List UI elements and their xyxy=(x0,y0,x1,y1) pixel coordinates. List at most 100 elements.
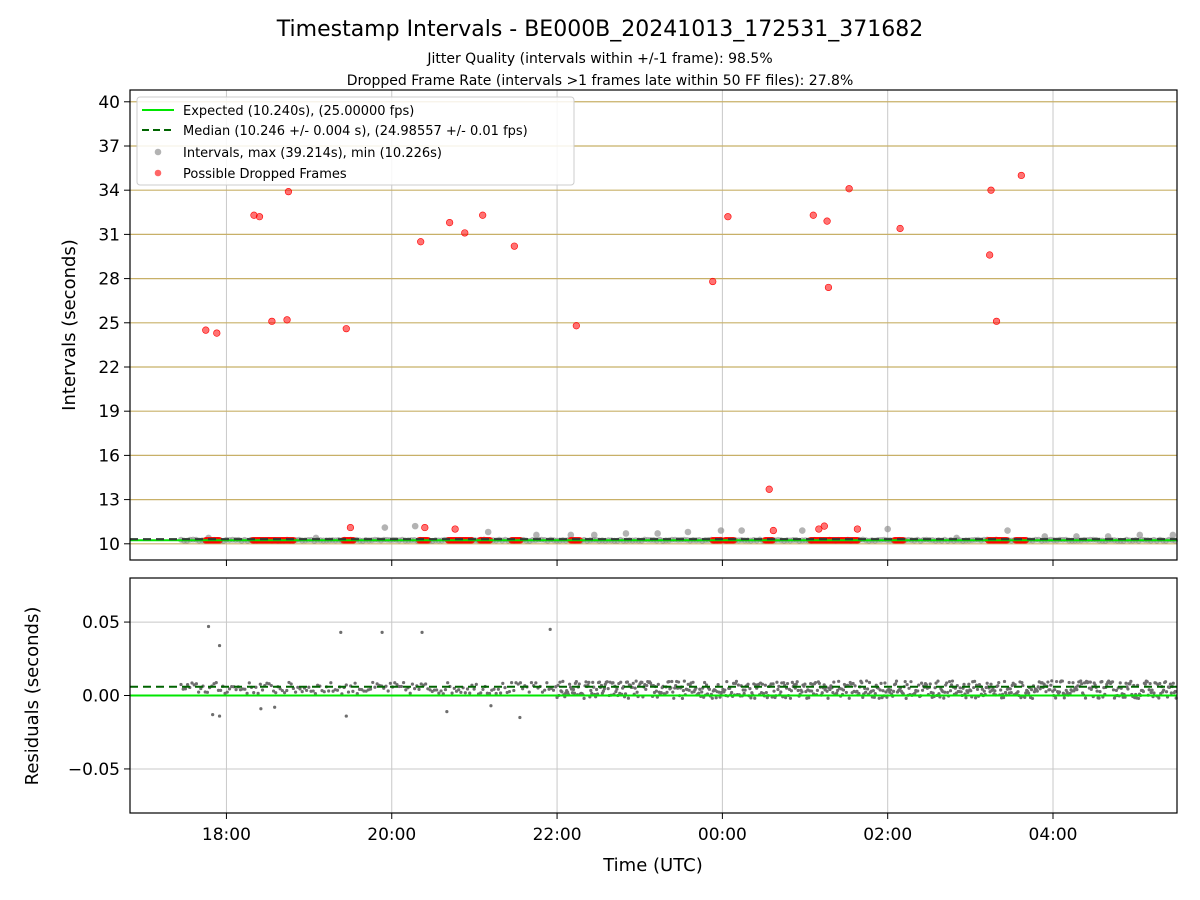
residual-point xyxy=(775,680,779,684)
interval-point xyxy=(567,531,575,539)
residual-point xyxy=(529,680,534,685)
dropped-frame-point xyxy=(709,277,717,286)
residual-point xyxy=(746,682,750,686)
residual-point xyxy=(777,684,781,689)
top-y-tick-label: 16 xyxy=(98,446,120,466)
residual-point xyxy=(595,687,599,692)
residual-point xyxy=(881,689,885,693)
residual-point xyxy=(1068,691,1072,696)
residual-point xyxy=(1143,682,1147,686)
residual-point xyxy=(489,704,493,708)
residual-point xyxy=(399,684,403,689)
residual-point xyxy=(820,691,824,695)
bottom-plot-frame xyxy=(129,577,1178,814)
residual-point xyxy=(327,689,331,693)
residual-point xyxy=(554,685,558,689)
residual-point xyxy=(521,687,525,691)
dropped-frame-point xyxy=(724,213,732,221)
residual-point xyxy=(810,689,814,693)
dropped-frame-point xyxy=(815,525,823,533)
residual-point xyxy=(353,681,357,685)
top-y-tick-label: 34 xyxy=(98,181,120,201)
legend-box xyxy=(136,96,575,186)
interval-point xyxy=(654,530,661,537)
residual-point xyxy=(329,681,333,685)
residual-point xyxy=(788,696,793,700)
residual-point xyxy=(893,682,898,686)
interval-point xyxy=(1136,531,1144,539)
residual-point xyxy=(1038,687,1042,691)
residual-point xyxy=(474,682,478,686)
residual-point xyxy=(857,691,861,696)
residual-point xyxy=(1152,691,1156,695)
residual-point xyxy=(948,689,953,693)
residual-point xyxy=(566,690,570,694)
dropped-frame-point xyxy=(765,485,773,493)
residual-point xyxy=(269,683,273,688)
residual-point xyxy=(322,690,326,694)
interval-point xyxy=(738,527,745,534)
residual-point xyxy=(457,688,461,692)
residual-point xyxy=(873,691,877,696)
residual-point xyxy=(1171,681,1175,685)
residual-point xyxy=(501,681,505,685)
residual-point xyxy=(1048,688,1052,692)
residual-point xyxy=(534,681,538,685)
residual-point xyxy=(659,691,663,695)
residual-point xyxy=(796,688,800,693)
residual-point xyxy=(1027,691,1031,695)
dropped-frame-point xyxy=(809,211,817,219)
dropped-frame-point xyxy=(202,326,210,334)
residual-point xyxy=(245,691,249,695)
residual-point xyxy=(1067,680,1071,685)
residual-point xyxy=(999,688,1003,692)
dropped-frame-point xyxy=(845,185,853,193)
residual-point xyxy=(1071,681,1075,685)
residual-point xyxy=(602,687,606,691)
residual-point xyxy=(764,690,768,695)
residual-point xyxy=(1023,695,1027,699)
residual-point xyxy=(958,686,962,690)
residual-point xyxy=(339,630,343,634)
residual-point xyxy=(1054,679,1059,684)
residual-point xyxy=(782,681,786,685)
dropped-frame-point xyxy=(853,525,861,533)
dropped-frame-point xyxy=(769,526,777,535)
residual-point xyxy=(445,710,449,714)
residual-point xyxy=(736,683,740,687)
residual-point xyxy=(817,681,821,685)
residual-point xyxy=(982,689,986,693)
residual-point xyxy=(190,681,194,685)
residual-point xyxy=(335,688,340,692)
residual-point xyxy=(714,696,718,700)
residual-point xyxy=(217,643,222,648)
residual-point xyxy=(867,680,872,685)
residual-point xyxy=(644,687,648,691)
residual-point xyxy=(703,680,707,685)
residual-point xyxy=(498,691,503,695)
residual-point xyxy=(183,687,187,691)
residual-point xyxy=(723,688,727,692)
residual-point xyxy=(507,690,511,694)
residual-point xyxy=(742,691,746,696)
interval-point xyxy=(1169,531,1177,539)
dropped-frame-point xyxy=(451,525,459,533)
residual-point xyxy=(996,684,1000,688)
residual-point xyxy=(307,685,311,689)
residual-point xyxy=(605,680,609,684)
residual-point xyxy=(734,679,739,683)
residual-point xyxy=(568,682,572,686)
residual-point xyxy=(760,682,765,686)
interval-point xyxy=(484,528,492,536)
dropped-frame-point xyxy=(446,219,454,227)
residual-point xyxy=(267,682,271,686)
residual-point xyxy=(1095,689,1099,693)
residual-point xyxy=(380,630,384,634)
residual-point xyxy=(1050,679,1054,683)
dropped-frame-point xyxy=(992,317,1001,325)
x-tick-label: 00:00 xyxy=(698,825,747,845)
residual-point xyxy=(420,630,424,634)
legend-intervals-swatch xyxy=(154,148,162,156)
chart-title: Timestamp Intervals - BE000B_20241013_17… xyxy=(276,17,923,42)
dropped-frame-point xyxy=(283,316,291,324)
